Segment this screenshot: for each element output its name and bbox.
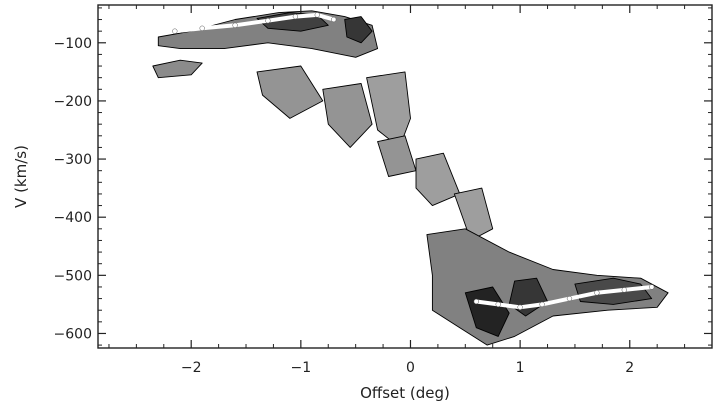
y-tick-label: −300 (54, 152, 92, 168)
plot-frame (97, 4, 713, 349)
x-tick-label: −2 (181, 360, 202, 376)
x-tick-label: 0 (406, 360, 415, 376)
y-axis: −100 −200 −300 −400 −500 −600 (54, 7, 712, 346)
x-axis-title: Offset (deg) (360, 384, 450, 402)
trace-point (621, 287, 627, 293)
trace-point (649, 284, 655, 290)
trace-point (566, 295, 573, 302)
trace-point (199, 25, 205, 31)
x-tick-label: −1 (291, 360, 312, 376)
y-axis-title: V (km/s) (12, 145, 30, 208)
trace-point (292, 13, 299, 20)
emission-diagonal-1 (256, 65, 324, 119)
trace-point (331, 16, 337, 23)
trace-point (232, 22, 238, 28)
y-tick-label: −200 (54, 94, 92, 110)
x-tick-label: 1 (516, 360, 525, 376)
x-axis: −2 −1 0 1 2 (108, 5, 713, 376)
trace-point (539, 301, 545, 308)
emission-layer (152, 10, 669, 346)
y-tick-label: −100 (54, 36, 92, 52)
emission-diagonal-3 (366, 71, 411, 148)
emission-diagonal-2 (322, 83, 373, 148)
x-tick-label: 2 (625, 360, 634, 376)
trace-line-2 (474, 285, 654, 310)
trace-point (594, 290, 600, 296)
emission-upper-left-core-2 (344, 16, 373, 44)
y-tick-label: −600 (54, 326, 92, 342)
trace-point (517, 304, 523, 310)
y-tick-label: −500 (54, 268, 92, 284)
emission-diagonal-6 (453, 187, 494, 241)
trace-point (265, 18, 271, 24)
emission-diagonal-5 (415, 152, 461, 207)
y-tick-label: −400 (54, 210, 92, 226)
trace-point (473, 298, 479, 305)
trace-point (314, 12, 320, 18)
trace-point (172, 28, 178, 34)
trace-layer (172, 12, 655, 310)
trace-point (495, 301, 501, 308)
emission-upper-left-spur (152, 59, 203, 79)
